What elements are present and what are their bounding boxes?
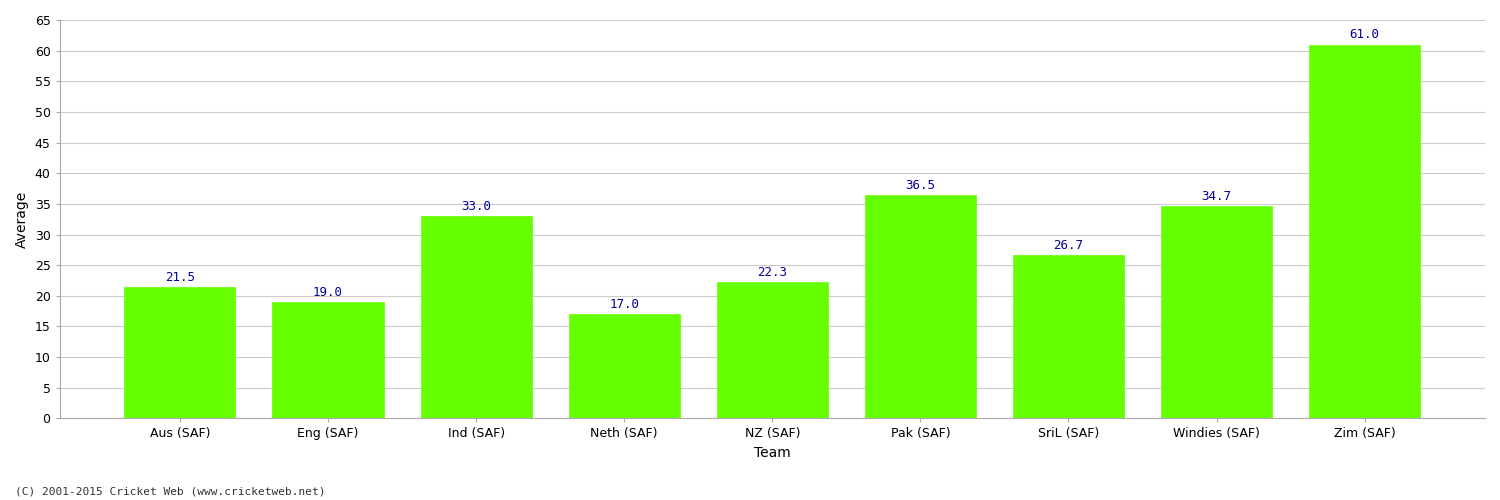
Bar	[568, 314, 680, 418]
X-axis label: Team: Team	[754, 446, 790, 460]
Bar	[1013, 255, 1124, 418]
Text: 33.0: 33.0	[460, 200, 490, 213]
Bar	[124, 286, 236, 418]
Text: 61.0: 61.0	[1350, 28, 1380, 42]
Text: 26.7: 26.7	[1053, 238, 1083, 252]
Text: (C) 2001-2015 Cricket Web (www.cricketweb.net): (C) 2001-2015 Cricket Web (www.cricketwe…	[15, 487, 326, 497]
Text: 22.3: 22.3	[758, 266, 788, 278]
Bar	[420, 216, 531, 418]
Text: 21.5: 21.5	[165, 270, 195, 283]
Y-axis label: Average: Average	[15, 190, 28, 248]
Bar	[1161, 206, 1272, 418]
Text: 34.7: 34.7	[1202, 190, 1231, 202]
Text: 36.5: 36.5	[906, 178, 936, 192]
Text: 19.0: 19.0	[314, 286, 344, 299]
Bar	[1310, 44, 1420, 418]
Bar	[865, 194, 976, 418]
Bar	[273, 302, 384, 418]
Bar	[717, 282, 828, 418]
Text: 17.0: 17.0	[609, 298, 639, 311]
